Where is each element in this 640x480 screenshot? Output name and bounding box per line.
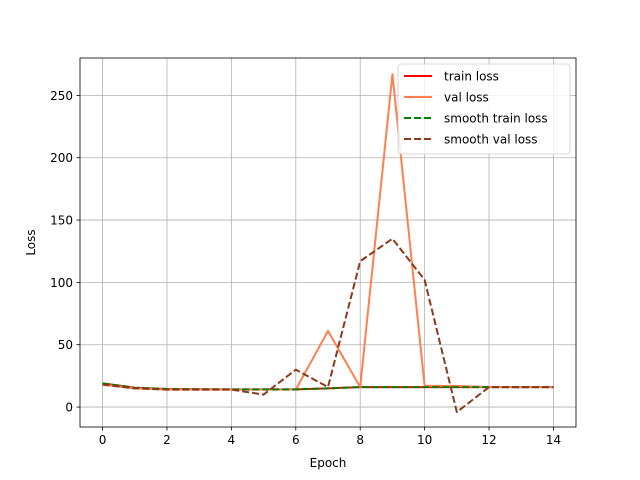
x-tick-label: 0 [99, 433, 107, 447]
y-axis-label: Loss [24, 229, 38, 255]
plot-frame [79, 57, 577, 428]
x-tick-label: 12 [481, 433, 496, 447]
y-tick-label: 0 [65, 401, 73, 415]
y-tick-label: 200 [50, 151, 73, 165]
x-tick-label: 2 [163, 433, 171, 447]
x-tick-label: 10 [417, 433, 432, 447]
legend: train loss val loss smooth train loss smoot… [397, 63, 571, 155]
x-tick-label: 8 [356, 433, 364, 447]
x-tick-label: 6 [292, 433, 300, 447]
y-tick-label: 50 [58, 338, 73, 352]
x-axis-label: Epoch [310, 456, 347, 470]
legend-label: train loss [444, 70, 499, 84]
y-tick-label: 250 [50, 89, 73, 103]
y-tick-label: 150 [50, 214, 73, 228]
y-tick-label: 100 [50, 276, 73, 290]
legend-box [397, 63, 571, 155]
axis-ticks: 0 2 4 6 8 10 12 14 0 50 100 150 200 250 [50, 89, 561, 447]
x-tick-label: 14 [546, 433, 561, 447]
legend-label: smooth train loss [444, 112, 548, 126]
legend-label: smooth val loss [444, 133, 538, 147]
series-lines [102, 73, 554, 414]
x-tick-label: 4 [228, 433, 236, 447]
legend-label: val loss [444, 91, 489, 105]
series-line-smooth-val-loss [102, 237, 554, 414]
